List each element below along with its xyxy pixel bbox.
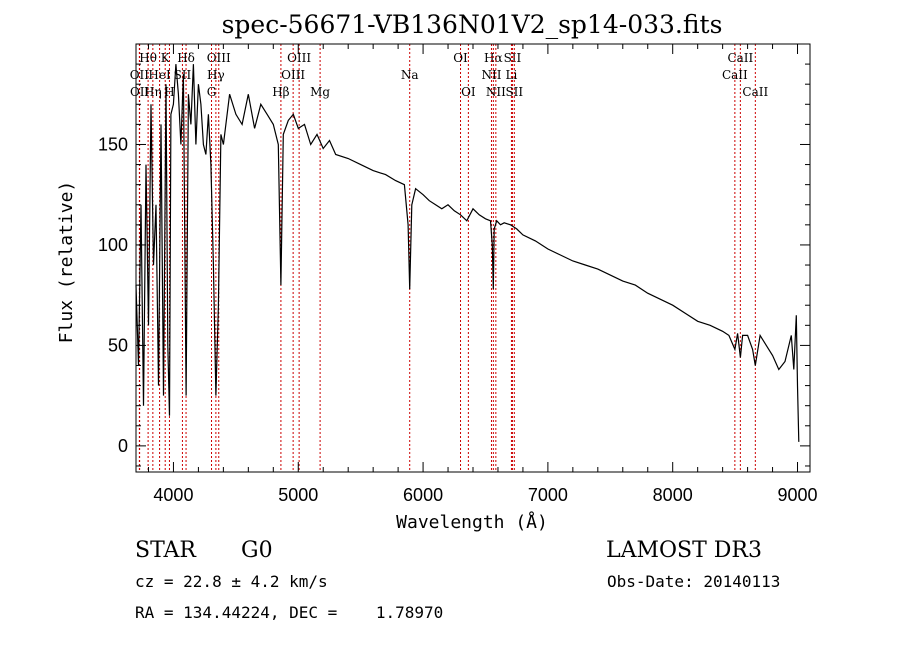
spectral-line-label: SII: [174, 68, 192, 82]
spectral-line-label: NII: [486, 85, 506, 99]
y-tick-label: 150: [98, 134, 128, 154]
spectral-line-label: SII: [505, 85, 523, 99]
spectral-line-label: Hη: [144, 85, 162, 99]
survey-name: LAMOST DR3: [606, 538, 762, 563]
spectral-line-label: Hδ: [177, 51, 195, 65]
spectral-line-label: CaII: [727, 51, 753, 65]
spectral-line-label: Hγ: [207, 68, 225, 82]
spectral-line-label: OIII: [287, 51, 311, 65]
spectral-line-label: HeI: [148, 68, 171, 82]
spectral-line-label: OI: [453, 51, 468, 65]
spectral-line-label: K: [161, 51, 171, 65]
y-tick-label: 100: [98, 235, 128, 255]
chart-title: spec-56671-VB136N01V2_sp14-033.fits: [222, 10, 723, 39]
observation-date: Obs-Date: 20140113: [607, 572, 781, 591]
spectral-line-label: Mg: [310, 85, 330, 99]
y-tick-label: 0: [118, 436, 128, 456]
spectral-line-label: OII: [130, 68, 150, 82]
x-tick-label: 5000: [278, 485, 318, 505]
spectral-line-label: OII: [130, 85, 150, 99]
plot-frame: [135, 43, 811, 473]
x-tick-label: 4000: [153, 485, 193, 505]
spectral-line-label: Na: [401, 68, 419, 82]
spectral-line-label: OI: [461, 85, 476, 99]
spectral-line-label: Li: [506, 68, 518, 82]
spectral-line-label: Hα: [484, 51, 503, 65]
coordinates-readout: RA = 134.44224, DEC = 1.78970: [135, 603, 444, 622]
spectral-line-label: CaII: [722, 68, 748, 82]
object-subclass: G0: [241, 538, 273, 563]
x-tick-label: 6000: [403, 485, 443, 505]
spectral-line-label: OIII: [207, 51, 231, 65]
spectral-line-label: Hθ: [139, 51, 157, 65]
object-class: STAR: [135, 538, 196, 563]
spectral-line-label: H: [164, 85, 174, 99]
spectral-line-label: G: [207, 85, 217, 99]
x-axis-label: Wavelength (Å): [396, 511, 548, 533]
spectral-line-label: SII: [504, 51, 522, 65]
spectral-line-label: NII: [481, 68, 501, 82]
x-tick-label: 9000: [777, 485, 817, 505]
spectral-line-label: CaII: [742, 85, 768, 99]
x-tick-label: 8000: [653, 485, 693, 505]
axis-ticks: 4000 5000 6000 7000 8000 9000 0 50 100 150: [98, 44, 818, 505]
y-axis-label: Flux (relative): [56, 181, 77, 344]
redshift-readout: cz = 22.8 ± 4.2 km/s: [135, 572, 328, 591]
spectral-line-label: OIII: [281, 68, 305, 82]
y-tick-label: 50: [108, 335, 128, 355]
x-tick-label: 7000: [528, 485, 568, 505]
spectral-line-label: Hβ: [272, 85, 289, 99]
spectrum-line: [135, 64, 800, 442]
